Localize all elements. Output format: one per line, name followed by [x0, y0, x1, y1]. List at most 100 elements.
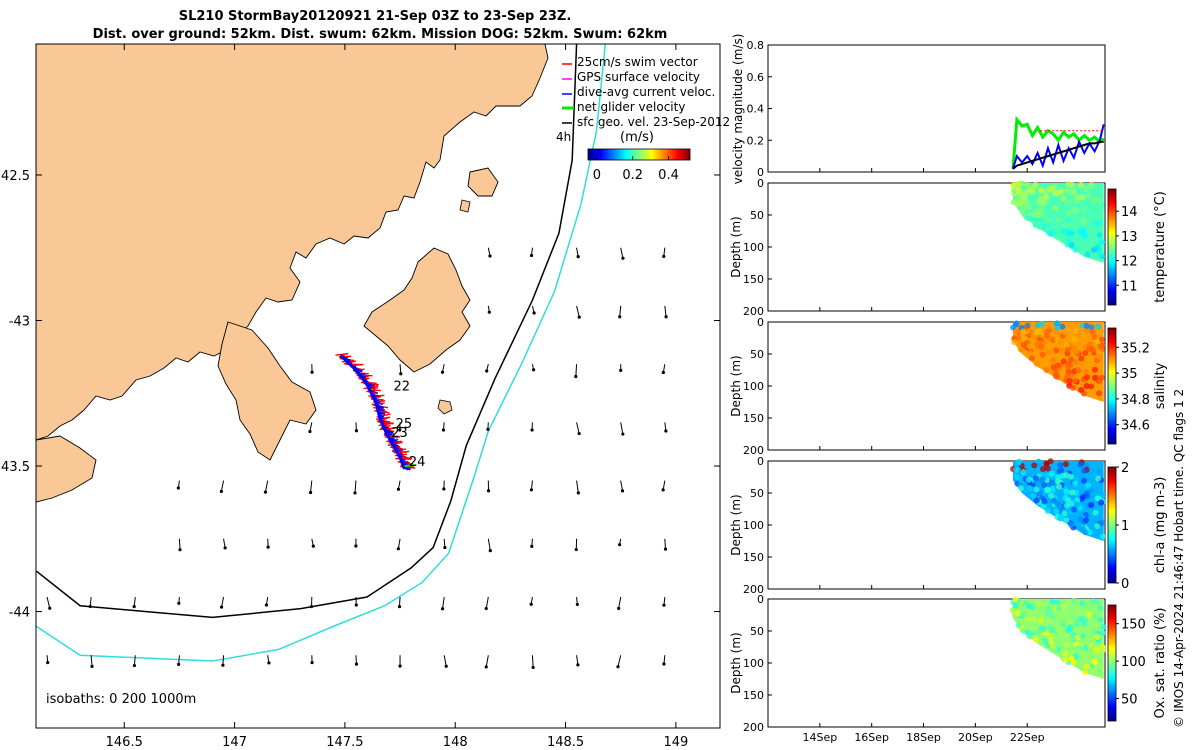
salinity-sample	[1088, 383, 1095, 390]
velocity-vector-head	[308, 429, 312, 434]
temperature-sample	[1051, 189, 1058, 196]
salinity-sample	[1080, 331, 1087, 338]
salinity-sample	[1057, 338, 1064, 345]
chl-a-sample	[1057, 515, 1064, 522]
velocity-vector-head	[308, 490, 313, 495]
velocity-vector-head	[577, 431, 581, 436]
map-y-tick-label: -44	[9, 606, 30, 621]
velocity-vector-head	[616, 665, 620, 669]
speed-colorbar: (m/s) 0 0.2 0.4	[587, 130, 691, 183]
chl-a-sample	[1041, 498, 1048, 505]
velocity-vector-head	[618, 315, 622, 319]
salinity-sample	[1082, 350, 1089, 357]
salinity-sample	[1038, 344, 1045, 351]
velocity-vector-head	[264, 603, 269, 607]
temperature-section-fill	[1012, 183, 1104, 263]
chl-a-sample	[1031, 462, 1038, 469]
track-day-label: 25	[396, 417, 413, 432]
salinity-colorbar-label: salinity	[1153, 362, 1168, 409]
temperature-sample	[1090, 207, 1097, 214]
salinity-colorbar	[1107, 327, 1117, 445]
salinity-sample	[1012, 328, 1019, 335]
isobath-200m-line	[36, 44, 578, 619]
salinity-sample	[1043, 367, 1050, 374]
oxygen-sample	[1024, 615, 1031, 622]
velocity-vector-head	[309, 604, 314, 609]
velocity-vector-head	[266, 545, 270, 549]
salinity-sample	[1020, 341, 1027, 348]
velocity-vector	[90, 655, 93, 667]
chl-a-sample	[1040, 476, 1047, 483]
salinity-sample	[1071, 336, 1078, 343]
oxygen-sample	[1090, 629, 1097, 636]
speed-colorbar-tick-label: 0.2	[622, 168, 643, 183]
velocity-vector-head	[354, 429, 359, 433]
chl-a-sample	[1084, 483, 1091, 490]
oxygen-y-tick-label: 50	[750, 625, 764, 638]
chl-a-sample	[1054, 474, 1061, 481]
salinity-sample	[1066, 377, 1073, 384]
velocity-vector	[575, 364, 578, 377]
oxygen-sample	[1088, 599, 1095, 606]
velocity-vector-head	[221, 663, 225, 667]
chl-a-sample	[1072, 480, 1079, 487]
chl-a-sample	[1068, 500, 1075, 507]
chl-a-sample	[1098, 499, 1105, 506]
swim-vector	[387, 441, 403, 447]
chl-a-y-tick-label: 100	[743, 519, 764, 532]
temperature-sample	[1055, 216, 1062, 223]
temperature-sample	[1037, 187, 1044, 194]
velocity-vector-head	[397, 604, 402, 609]
oxygen-sample	[1075, 661, 1082, 668]
chl-a-panel: 0 50 100 150 200 Depth (m) 0 1 2 chl-a (mg m-3)	[729, 455, 1168, 596]
map-x-tick-label: 147.5	[326, 735, 363, 750]
temperature-sample	[1065, 218, 1072, 225]
oxygen-sample	[1063, 612, 1070, 619]
oxygen-sample	[1078, 615, 1085, 622]
chl-a-sample	[1044, 465, 1051, 472]
temperature-sample	[1015, 189, 1022, 196]
chl-a-sample	[1077, 461, 1084, 468]
chl-a-sample	[1081, 467, 1088, 474]
velocity-y-tick-label: 0	[757, 166, 764, 179]
velocity-vector-head	[662, 662, 666, 666]
temperature-sample	[1020, 199, 1027, 206]
map-x-tick-label: 148.5	[547, 735, 584, 750]
velocity-vector	[620, 422, 624, 435]
velocity-y-tick-label: 0.8	[747, 39, 765, 52]
velocity-vector-head	[530, 544, 534, 548]
temperature-sample	[1060, 195, 1067, 202]
velocity-vector-head	[487, 310, 491, 314]
velocity-vector-head	[485, 369, 489, 373]
salinity-sample	[1067, 362, 1074, 369]
salinity-sample	[1070, 344, 1077, 351]
velocity-vector-head	[354, 603, 358, 607]
salinity-sample	[1060, 358, 1067, 365]
salinity-y-tick-label: 150	[743, 412, 764, 425]
velocity-vector-head	[576, 491, 580, 495]
velocity-vector-head	[486, 427, 490, 431]
oxygen-sample	[1086, 611, 1093, 618]
oxygen-sample	[1069, 611, 1076, 618]
time-tick-label: 18Sep	[906, 731, 941, 744]
chl-a-sample	[1026, 476, 1033, 483]
salinity-sample	[1039, 351, 1046, 358]
chl-a-sample	[1040, 503, 1047, 510]
oxygen-sample	[1097, 605, 1104, 612]
velocity-vector	[617, 655, 622, 667]
oxygen-sample	[1094, 599, 1101, 606]
salinity-sample	[1086, 345, 1093, 352]
velocity-vector-head	[396, 487, 401, 491]
temperature-sample	[1025, 214, 1032, 221]
temperature-sample	[1072, 207, 1079, 214]
temperature-y-tick-label: 200	[743, 305, 764, 318]
salinity-ylabel: Depth (m)	[729, 355, 743, 416]
velocity-vector-head	[531, 368, 536, 372]
oxygen-sample	[1014, 610, 1021, 617]
chl-a-sample	[1048, 470, 1055, 477]
legend-swim-label: 25cm/s swim vector	[577, 55, 698, 69]
oxygen-sample	[1070, 597, 1077, 604]
salinity-sample	[1083, 322, 1090, 329]
velocity-vector-head	[621, 256, 625, 260]
land-bruny-island	[217, 321, 317, 461]
